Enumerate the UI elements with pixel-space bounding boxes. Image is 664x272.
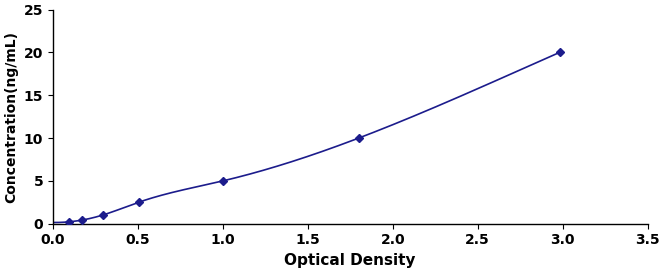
X-axis label: Optical Density: Optical Density (284, 253, 416, 268)
Y-axis label: Concentration(ng/mL): Concentration(ng/mL) (4, 31, 18, 203)
